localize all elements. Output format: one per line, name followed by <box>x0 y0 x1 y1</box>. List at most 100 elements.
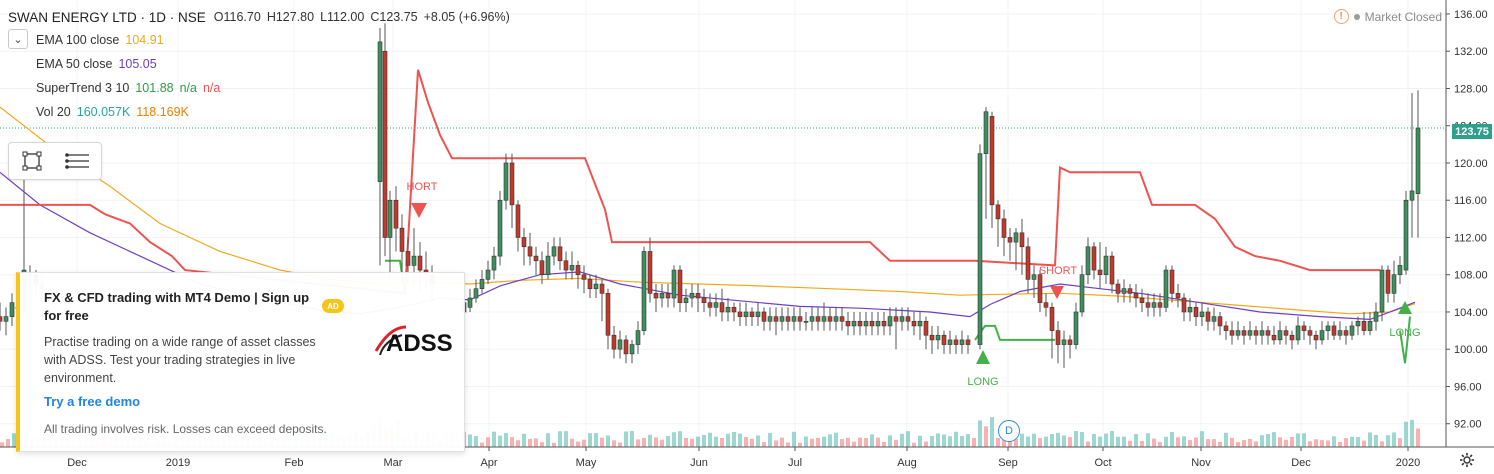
candle-body <box>599 283 605 294</box>
indicator-ema100[interactable]: EMA 100 close 104.91 <box>36 33 164 47</box>
indicator-extra: n/a <box>179 81 197 95</box>
volume-bar <box>570 438 574 447</box>
dividend-badge[interactable]: D <box>998 420 1020 442</box>
candle-body <box>1091 246 1097 271</box>
ad-disclaimer: All trading involves risk. Losses can ex… <box>44 422 327 436</box>
candle-body <box>491 255 497 271</box>
y-tick-label: 92.00 <box>1454 419 1482 431</box>
volume-bar <box>828 434 832 447</box>
candle-body <box>1043 302 1049 308</box>
volume-bar <box>1116 436 1120 447</box>
volume-bar <box>1098 436 1102 447</box>
volume-bar <box>1182 436 1186 447</box>
signal-annotations: HORT SHORT LONG LONG <box>407 181 1421 388</box>
volume-bar <box>1026 436 1030 447</box>
candle-body <box>1229 330 1235 336</box>
adss-logo: ADSS <box>372 321 464 366</box>
candle-body <box>1085 246 1091 276</box>
volume-bar <box>642 438 646 447</box>
volume-bar <box>1398 438 1402 447</box>
ad-title[interactable]: FX & CFD trading with MT4 Demo | Sign up… <box>44 290 310 323</box>
indicator-supertrend[interactable]: SuperTrend 3 10 101.88 n/a n/a <box>36 81 220 95</box>
candle-body <box>581 274 587 280</box>
candle-body <box>665 293 671 299</box>
symbol-title[interactable]: SWAN ENERGY LTD · 1D · NSE <box>8 9 206 25</box>
indicator-name: Vol 20 <box>36 105 71 119</box>
volume-bar <box>654 437 658 447</box>
volume-bar <box>1146 433 1150 447</box>
volume-bar <box>1218 441 1222 447</box>
candle-body <box>623 339 629 355</box>
volume-bar <box>1362 440 1366 447</box>
candle-body <box>533 255 539 262</box>
candle-body <box>737 311 743 317</box>
candle-body <box>779 316 785 322</box>
candle-body <box>1265 330 1271 336</box>
indicator-value: 104.91 <box>125 33 164 47</box>
ad-banner[interactable]: FX & CFD trading with MT4 Demo | Sign up… <box>16 272 465 452</box>
candle-body <box>1127 288 1133 294</box>
volume-bar <box>534 438 538 447</box>
candle-body <box>1253 330 1259 336</box>
candle-body <box>635 330 641 345</box>
candle-body <box>1247 330 1253 336</box>
candle-body <box>719 302 725 313</box>
supertrend-down-line <box>0 69 1380 295</box>
candle-body <box>629 344 635 355</box>
volume-bar <box>1254 441 1258 447</box>
volume-bar <box>1044 436 1048 447</box>
volume-bar <box>936 433 940 447</box>
volume-bar <box>6 439 10 447</box>
volume-bar <box>492 431 496 447</box>
candle-body <box>1031 274 1037 280</box>
volume-bar <box>582 439 586 447</box>
adss-logo-text: ADSS <box>386 330 453 357</box>
volume-bar <box>1248 438 1252 447</box>
candle-body <box>983 111 989 154</box>
volume-bar <box>888 435 892 447</box>
candle-body <box>659 293 665 299</box>
volume-bar <box>1020 433 1024 447</box>
volume-bar <box>966 434 970 447</box>
candle-body <box>1349 325 1355 336</box>
volume-bar <box>684 437 688 447</box>
candle-body <box>1397 265 1403 276</box>
low-value: L112.00 <box>320 10 365 24</box>
volume-bar <box>588 433 592 447</box>
candle-body <box>1301 325 1307 331</box>
adss-logo-icon: ADSS <box>374 325 453 357</box>
indicator-ema50[interactable]: EMA 50 close 105.05 <box>36 57 157 71</box>
volume-bar <box>792 431 796 447</box>
settings-gear-icon[interactable] <box>1459 452 1475 473</box>
candle-body <box>989 116 995 206</box>
candle-body <box>503 162 509 201</box>
try-demo-link[interactable]: Try a free demo <box>44 394 141 409</box>
short-signal-label: SHORT <box>1039 265 1078 277</box>
warning-icon[interactable]: ! <box>1333 9 1349 24</box>
candle-body <box>689 293 695 299</box>
candle-body <box>557 246 563 262</box>
volume-bar <box>1278 437 1282 447</box>
volume-bar <box>564 431 568 447</box>
close-value: C123.75 <box>370 10 418 24</box>
candle-body <box>743 311 749 317</box>
candle-body <box>1319 330 1325 341</box>
short-arrow-icon <box>411 203 427 218</box>
indicator-name: EMA 50 close <box>36 57 113 71</box>
indicator-volume[interactable]: Vol 20 160.057K 118.169K <box>36 105 189 119</box>
volume-bar <box>1080 432 1084 447</box>
volume-bar <box>1416 428 1420 447</box>
lines-settings-icon[interactable] <box>65 148 91 174</box>
rectangle-tool-icon[interactable] <box>19 148 45 174</box>
indicator-extra: n/a <box>202 81 221 95</box>
candle-body <box>521 237 527 248</box>
volume-bar <box>822 436 826 447</box>
collapse-indicators-button[interactable]: ⌄ <box>8 29 28 49</box>
candle-body <box>1283 330 1289 336</box>
volume-bar <box>1206 439 1210 447</box>
candle-body <box>893 316 899 322</box>
candle-body <box>653 293 659 299</box>
candle-body <box>1001 218 1007 238</box>
candlesticks <box>0 23 1421 368</box>
candle-body <box>587 279 593 289</box>
